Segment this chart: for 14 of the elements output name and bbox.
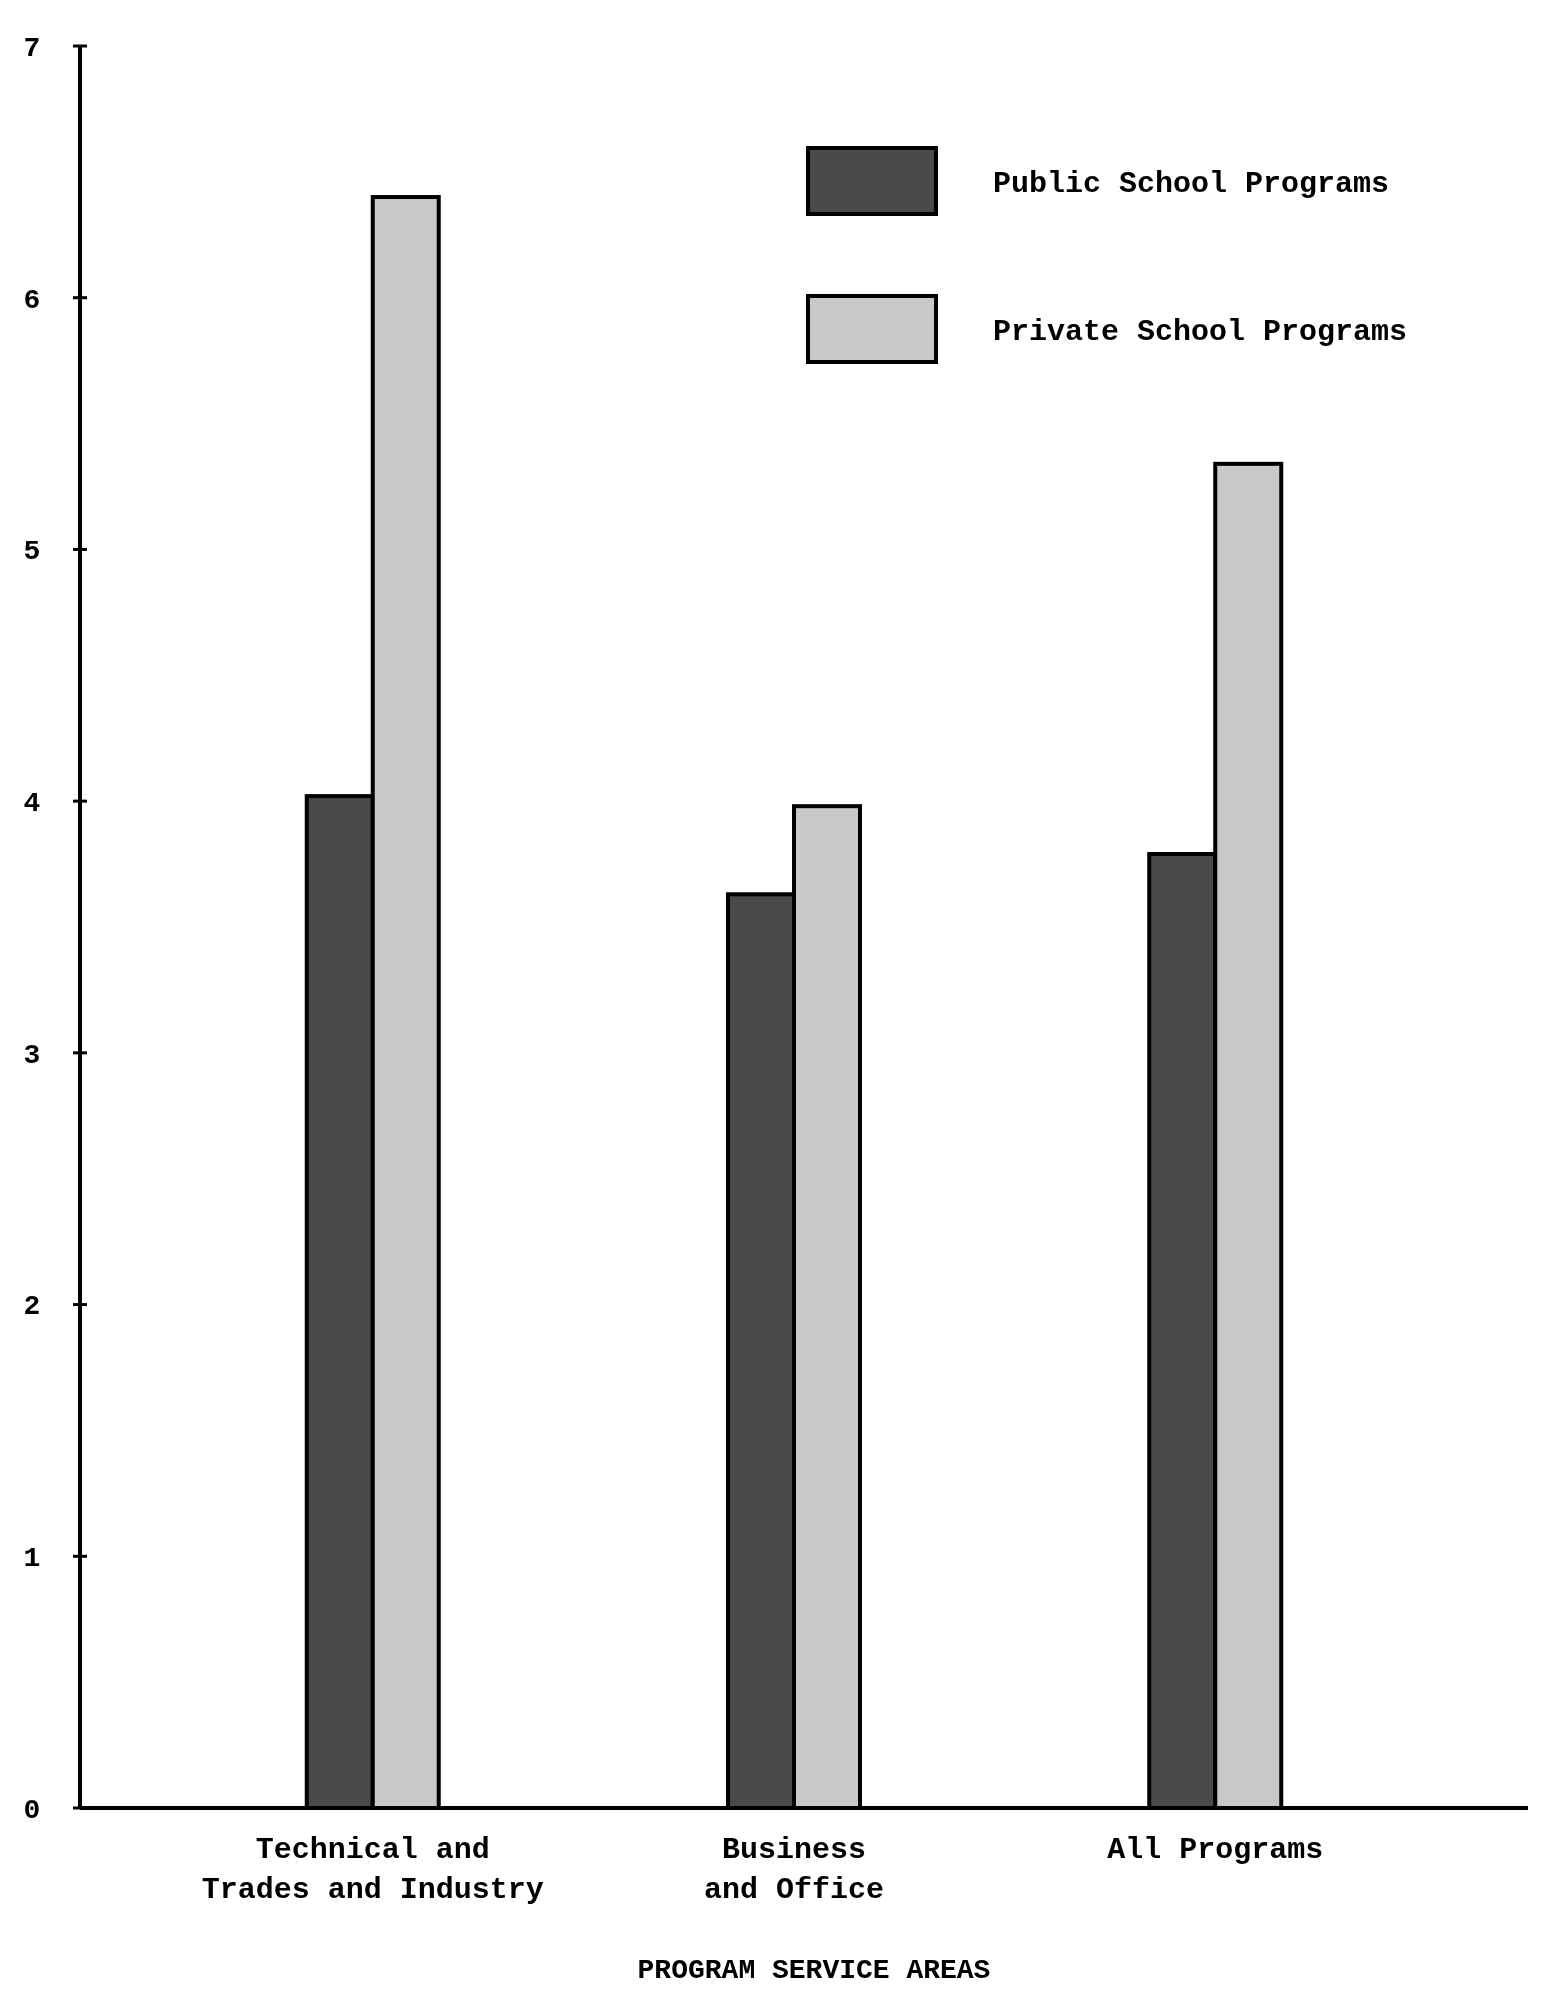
y-tick-label: 1 <box>23 1543 41 1575</box>
x-tick-label: All Programs <box>1107 1833 1324 1867</box>
x-axis-title: PROGRAM SERVICE AREAS <box>637 1955 991 1986</box>
legend-label: Public School Programs <box>993 166 1390 201</box>
y-tick-label: 7 <box>23 32 41 64</box>
x-tick-label: Technical and Trades and Industry <box>201 1833 544 1907</box>
x-tick-label: Business and Office <box>703 1833 885 1907</box>
y-tick-label: 4 <box>23 787 41 819</box>
y-tick-label: 2 <box>23 1291 41 1323</box>
y-tick-label: 6 <box>23 284 41 316</box>
y-tick-label: 0 <box>23 1794 41 1826</box>
y-tick-label: 5 <box>23 536 41 568</box>
legend-label: Private School Programs <box>993 314 1408 349</box>
y-tick-label: 3 <box>23 1039 41 1071</box>
